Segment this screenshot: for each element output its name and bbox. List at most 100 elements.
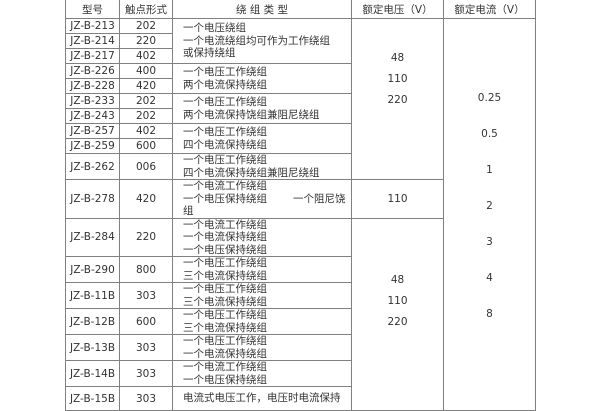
winding-line: 一个电流绕组均可作为工作绕组 <box>183 34 330 47</box>
contact-cell: 800 <box>119 256 173 283</box>
model-cell: JZ-B-15B <box>65 386 120 411</box>
winding-line: 一个电流工作绕组 <box>183 361 267 374</box>
header-model: 型号 <box>65 0 120 19</box>
contact-cell: 402 <box>119 123 173 139</box>
contact-cell: 420 <box>119 179 173 219</box>
voltage-cell: 110 <box>351 179 444 219</box>
winding-line: 一个电压工作绕组 <box>183 257 267 270</box>
header-row: 型号 触点形式 绕 组 类 型 额定电压（V） 额定电流（V） <box>65 0 536 19</box>
winding-text: 一个阻尼饶组 <box>183 192 346 218</box>
winding-line: 一个电压工作绕组 <box>183 96 267 108</box>
contact-cell: 006 <box>119 153 173 180</box>
winding-cell: 一个电流工作绕组 一个电压保持绕组 一个阻尼饶组 <box>172 179 352 219</box>
contact-cell: 303 <box>119 334 173 361</box>
model-cell: JZ-B-290 <box>65 256 120 283</box>
current-value: 8 <box>486 308 493 320</box>
model-cell: JZ-B-217 <box>65 48 120 64</box>
winding-cell: 一个电压工作绕组 四个电流保持绕组 <box>172 123 352 154</box>
winding-line: 一个电压工作绕组 <box>183 154 267 167</box>
contact-cell: 303 <box>119 360 173 387</box>
voltage-value: 220 <box>387 315 408 328</box>
winding-line: 一个电压工作绕组 <box>183 126 267 138</box>
model-cell: JZ-B-214 <box>65 33 120 49</box>
voltage-value: 220 <box>387 94 408 106</box>
table-row: JZ-B-12B 600 一个电压工作绕组 三个电流保持绕组 <box>65 308 536 335</box>
winding-cell: 一个电流工作绕组 一个电流保持绕组 一个电压保持绕组 <box>172 217 352 257</box>
header-voltage: 额定电压（V） <box>351 0 444 19</box>
model-cell: JZ-B-257 <box>65 123 120 139</box>
contact-cell: 600 <box>119 138 173 154</box>
winding-line: 一个电流保持绕组 <box>183 347 267 360</box>
voltage-value: 110 <box>387 73 408 85</box>
winding-cell: 一个电压工作绕组 四个电流保持绕组兼阻尼绕组 <box>172 153 352 180</box>
winding-line: 四个电流保持绕组兼阻尼绕组 <box>183 166 320 179</box>
header-current: 额定电流（V） <box>443 0 536 19</box>
winding-line: 一个电压工作绕组 <box>183 66 267 78</box>
contact-cell: 202 <box>119 93 173 109</box>
winding-line: 三个电流保持绕组 <box>183 321 267 334</box>
winding-line: 或保持绕组 <box>183 47 236 60</box>
current-value: 3 <box>486 236 493 248</box>
current-value: 0.5 <box>481 128 498 140</box>
winding-line: 一个电压绕组 <box>183 22 246 35</box>
table-row: JZ-B-243 202 <box>65 108 536 124</box>
model-cell: JZ-B-12B <box>65 308 120 335</box>
winding-line: 两个电流保持绕组 <box>183 78 267 91</box>
winding-line: 一个电压工作绕组 <box>183 309 267 322</box>
model-cell: JZ-B-284 <box>65 217 120 257</box>
current-cell: 0.25 0.5 1 2 3 4 8 <box>443 18 536 411</box>
model-cell: JZ-B-262 <box>65 153 120 180</box>
winding-cell: 电流式电压工作，电压时电流保持 <box>172 386 352 411</box>
contact-cell: 202 <box>119 108 173 124</box>
model-cell: JZ-B-228 <box>65 78 120 94</box>
winding-cell: 一个电压工作绕组 三个电流保持绕组 <box>172 308 352 335</box>
winding-cell: 一个电压工作绕组 三个电流保持绕组 <box>172 256 352 283</box>
model-cell: JZ-B-14B <box>65 360 120 387</box>
model-cell: JZ-B-233 <box>65 93 120 109</box>
table-row: JZ-B-284 220 一个电流工作绕组 一个电流保持绕组 一个电压保持绕组 48… <box>65 217 536 411</box>
table-row: JZ-B-290 800 一个电压工作绕组 三个电流保持绕组 <box>65 256 536 283</box>
voltage-value: 48 <box>390 273 405 286</box>
voltage-cell: 48 110 220 <box>351 18 444 180</box>
contact-cell: 420 <box>119 78 173 94</box>
model-cell: JZ-B-226 <box>65 63 120 79</box>
table-row: JZ-B-257 402 一个电压工作绕组 四个电流保持绕组 <box>65 123 536 154</box>
winding-line: 两个电流保持饶组兼阻尼绕组 <box>183 108 320 121</box>
voltage-value: 110 <box>387 294 408 307</box>
winding-line: 四个电流保持绕组 <box>183 138 267 151</box>
contact-cell: 303 <box>119 386 173 411</box>
current-value: 1 <box>486 164 493 176</box>
model-cell: JZ-B-13B <box>65 334 120 361</box>
model-cell: JZ-B-259 <box>65 138 120 154</box>
winding-cell: 一个电压工作绕组 两个电流保持绕组 <box>172 63 352 94</box>
table-row: JZ-B-262 006 一个电压工作绕组 四个电流保持绕组兼阻尼绕组 <box>65 153 536 180</box>
current-value: 4 <box>486 272 493 284</box>
model-cell: JZ-B-243 <box>65 108 120 124</box>
current-value: 2 <box>486 200 493 212</box>
winding-line: 一个电流保持绕组 <box>183 231 267 243</box>
table-row: JZ-B-259 600 <box>65 138 536 154</box>
contact-cell: 402 <box>119 48 173 64</box>
contact-cell: 220 <box>119 217 173 257</box>
model-cell: JZ-B-11B <box>65 282 120 309</box>
winding-cell: 一个电压绕组 一个电流绕组均可作为工作绕组 或保持绕组 <box>172 18 352 64</box>
header-contact: 触点形式 <box>119 0 173 19</box>
contact-cell: 600 <box>119 308 173 335</box>
winding-cell: 一个电流工作绕组 一个电压保持绕组 <box>172 360 352 387</box>
winding-line: 一个电压保持绕组 <box>183 373 267 386</box>
winding-text: 一个电压保持绕组 <box>183 192 267 205</box>
relay-spec-table: 型号 触点形式 绕 组 类 型 额定电压（V） 额定电流（V） JZ-B-213… <box>65 0 536 411</box>
contact-cell: 220 <box>119 33 173 49</box>
current-value: 0.25 <box>477 92 502 104</box>
winding-line: 一个电流工作绕组 <box>183 218 267 231</box>
voltage-cell: 48 110 220 <box>351 217 444 411</box>
winding-line: 三个电流保持绕组 <box>183 295 267 308</box>
winding-line: 一个电流工作绕组 <box>183 180 267 192</box>
winding-cell: 一个电压工作绕组 三个电流保持绕组 <box>172 282 352 309</box>
table-row: JZ-B-213 202 一个电压绕组 一个电流绕组均可作为工作绕组 或保持绕组 4… <box>65 18 536 411</box>
winding-line: 一个电压工作绕组 <box>183 283 267 296</box>
table-row: JZ-B-13B 303 一个电压工作绕组 一个电流保持绕组 <box>65 334 536 361</box>
table-row: JZ-B-278 420 一个电流工作绕组 一个电压保持绕组 一个阻尼饶组 110 <box>65 179 536 219</box>
contact-cell: 400 <box>119 63 173 79</box>
voltage-value: 48 <box>390 52 405 64</box>
